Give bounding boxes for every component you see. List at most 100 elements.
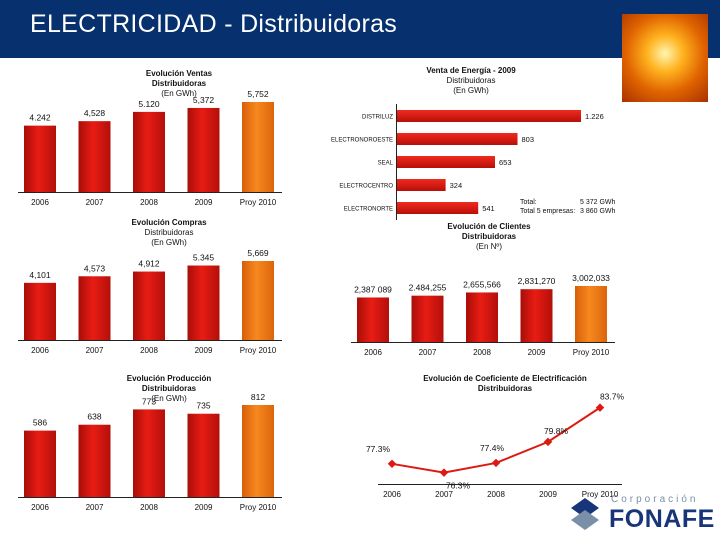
ventas-title-line: Distribuidoras — [151, 79, 207, 88]
compras-title-line: Evolución Compras — [131, 218, 207, 227]
clientes-category-label: 2008 — [473, 348, 491, 357]
header-bar: ELECTRICIDAD - Distribuidoras — [0, 0, 720, 58]
compras-value-label: 4,912 — [138, 259, 160, 269]
venta-energia-value-label: 324 — [450, 181, 463, 190]
coeficiente-value-label: 76.3% — [446, 481, 471, 491]
compras-title-line: (En GWh) — [151, 238, 187, 247]
ventas-category-label: 2008 — [140, 198, 158, 207]
clientes-title: Evolución de Clientes Distribuidoras (En… — [430, 222, 548, 252]
ventas-bar — [24, 125, 56, 192]
ventas-bar — [133, 111, 165, 192]
compras-category-label: 2007 — [86, 346, 104, 355]
produccion-bar — [187, 413, 220, 497]
venta-energia-total-label: Total 5 empresas: — [520, 208, 575, 215]
lightbulb-image — [622, 14, 708, 102]
venta-energia-category-label: ELECTRONOROESTE — [331, 138, 393, 144]
clientes-title-line: Evolución de Clientes — [447, 222, 531, 231]
produccion-category-label: 2007 — [86, 503, 104, 512]
produccion-bar — [133, 409, 165, 497]
produccion-category-label: 2008 — [140, 503, 158, 512]
coeficiente-title: Evolución de Coeficiente de Electrificac… — [390, 374, 620, 394]
compras-category-label: 2008 — [140, 346, 158, 355]
clientes-value-label: 2.484,255 — [409, 283, 447, 293]
compras-value-label: 5.345 — [193, 253, 215, 263]
ventas-value-label: 5,372 — [193, 95, 215, 105]
venta-energia-category-label: ELECTROCENTRO — [339, 184, 393, 190]
compras-bar — [78, 276, 111, 340]
produccion-category-label: 2009 — [195, 503, 213, 512]
coeficiente-value-label: 77.3% — [366, 444, 391, 454]
page-title: ELECTRICIDAD - Distribuidoras — [30, 10, 398, 38]
ventas-title: Evolución Ventas Distribuidoras (En GWh) — [118, 69, 240, 99]
venta-energia-bar — [397, 110, 581, 122]
clientes-bar — [357, 297, 389, 342]
clientes-value-label: 2,387 089 — [354, 284, 392, 294]
coeficiente-category-label: 2007 — [435, 490, 453, 499]
compras-title-line: Distribuidoras — [144, 228, 194, 237]
produccion-value-label: 735 — [196, 401, 210, 411]
produccion-bar — [242, 405, 274, 497]
ventas-category-label: Proy 2010 — [240, 198, 277, 207]
clientes-bar — [411, 295, 444, 342]
compras-category-label: 2006 — [31, 346, 49, 355]
venta-energia-title-line: Distribuidoras — [446, 76, 496, 85]
venta-energia-title: Venta de Energía - 2009 Distribuidoras (… — [412, 66, 530, 96]
venta-energia-total-value: 5 372 GWh — [580, 199, 616, 206]
coeficiente-value-label: 83.7% — [600, 392, 625, 402]
produccion-value-label: 812 — [251, 392, 265, 402]
coeficiente-point — [595, 403, 605, 412]
produccion-bar — [78, 424, 111, 497]
produccion-value-label: 773 — [142, 396, 156, 406]
produccion-title-line: (En GWh) — [151, 394, 187, 403]
compras-title: Evolución Compras Distribuidoras (En GWh… — [108, 218, 230, 248]
ventas-bar — [242, 102, 274, 192]
ventas-title-line: (En GWh) — [161, 89, 197, 98]
venta-energia-category-label: ELECTRONORTE — [344, 207, 393, 213]
compras-category-label: Proy 2010 — [240, 346, 277, 355]
venta-energia-bar — [397, 202, 479, 214]
venta-energia-bar — [397, 179, 446, 191]
compras-value-label: 4,573 — [84, 263, 106, 273]
clientes-category-label: 2009 — [528, 348, 546, 357]
ventas-value-label: 5.120 — [138, 99, 160, 109]
venta-energia-total-label: Total: — [520, 199, 537, 206]
ventas-bar — [187, 107, 220, 192]
ventas-category-label: 2006 — [31, 198, 49, 207]
clientes-bar — [575, 286, 607, 342]
compras-category-label: 2009 — [195, 346, 213, 355]
produccion-bar — [24, 430, 56, 497]
produccion-title-line: Evolución Producción — [126, 374, 212, 383]
fonafe-logo: Corporación FONAFE — [565, 492, 715, 536]
venta-energia-value-label: 541 — [482, 204, 495, 213]
produccion-value-label: 586 — [33, 418, 47, 428]
compras-bar — [133, 271, 165, 340]
produccion-value-label: 638 — [87, 412, 101, 422]
compras-bar — [187, 265, 220, 340]
clientes-category-label: 2007 — [419, 348, 437, 357]
clientes-bar — [466, 292, 498, 342]
coeficiente-category-label: 2006 — [383, 490, 401, 499]
venta-energia-value-label: 1.226 — [585, 112, 604, 121]
produccion-title-line: Distribuidoras — [141, 384, 197, 393]
coeficiente-title-line: Distribuidoras — [477, 384, 533, 393]
logo-corporacion-text: Corporación — [611, 494, 699, 505]
coeficiente-title-line: Evolución de Coeficiente de Electrificac… — [423, 374, 587, 383]
compras-bar — [242, 261, 274, 340]
clientes-title-line: Distribuidoras — [461, 232, 517, 241]
compras-value-label: 5,669 — [247, 248, 269, 258]
venta-energia-bar — [397, 156, 496, 168]
coeficiente-value-label: 79.8% — [544, 426, 569, 436]
logo-fonafe-text: FONAFE — [609, 505, 715, 533]
ventas-category-label: 2009 — [195, 198, 213, 207]
venta-energia-value-label: 653 — [499, 158, 512, 167]
coeficiente-category-label: 2008 — [487, 490, 505, 499]
clientes-title-line: (En Nº) — [475, 242, 503, 251]
venta-energia-total-value: 3 860 GWh — [580, 208, 616, 215]
ventas-category-label: 2007 — [86, 198, 104, 207]
compras-value-label: 4,101 — [29, 270, 51, 280]
ventas-title-line: Evolución Ventas — [145, 69, 213, 78]
clientes-value-label: 3,002,033 — [572, 273, 610, 283]
compras-bar — [24, 282, 56, 340]
clientes-category-label: 2006 — [364, 348, 382, 357]
